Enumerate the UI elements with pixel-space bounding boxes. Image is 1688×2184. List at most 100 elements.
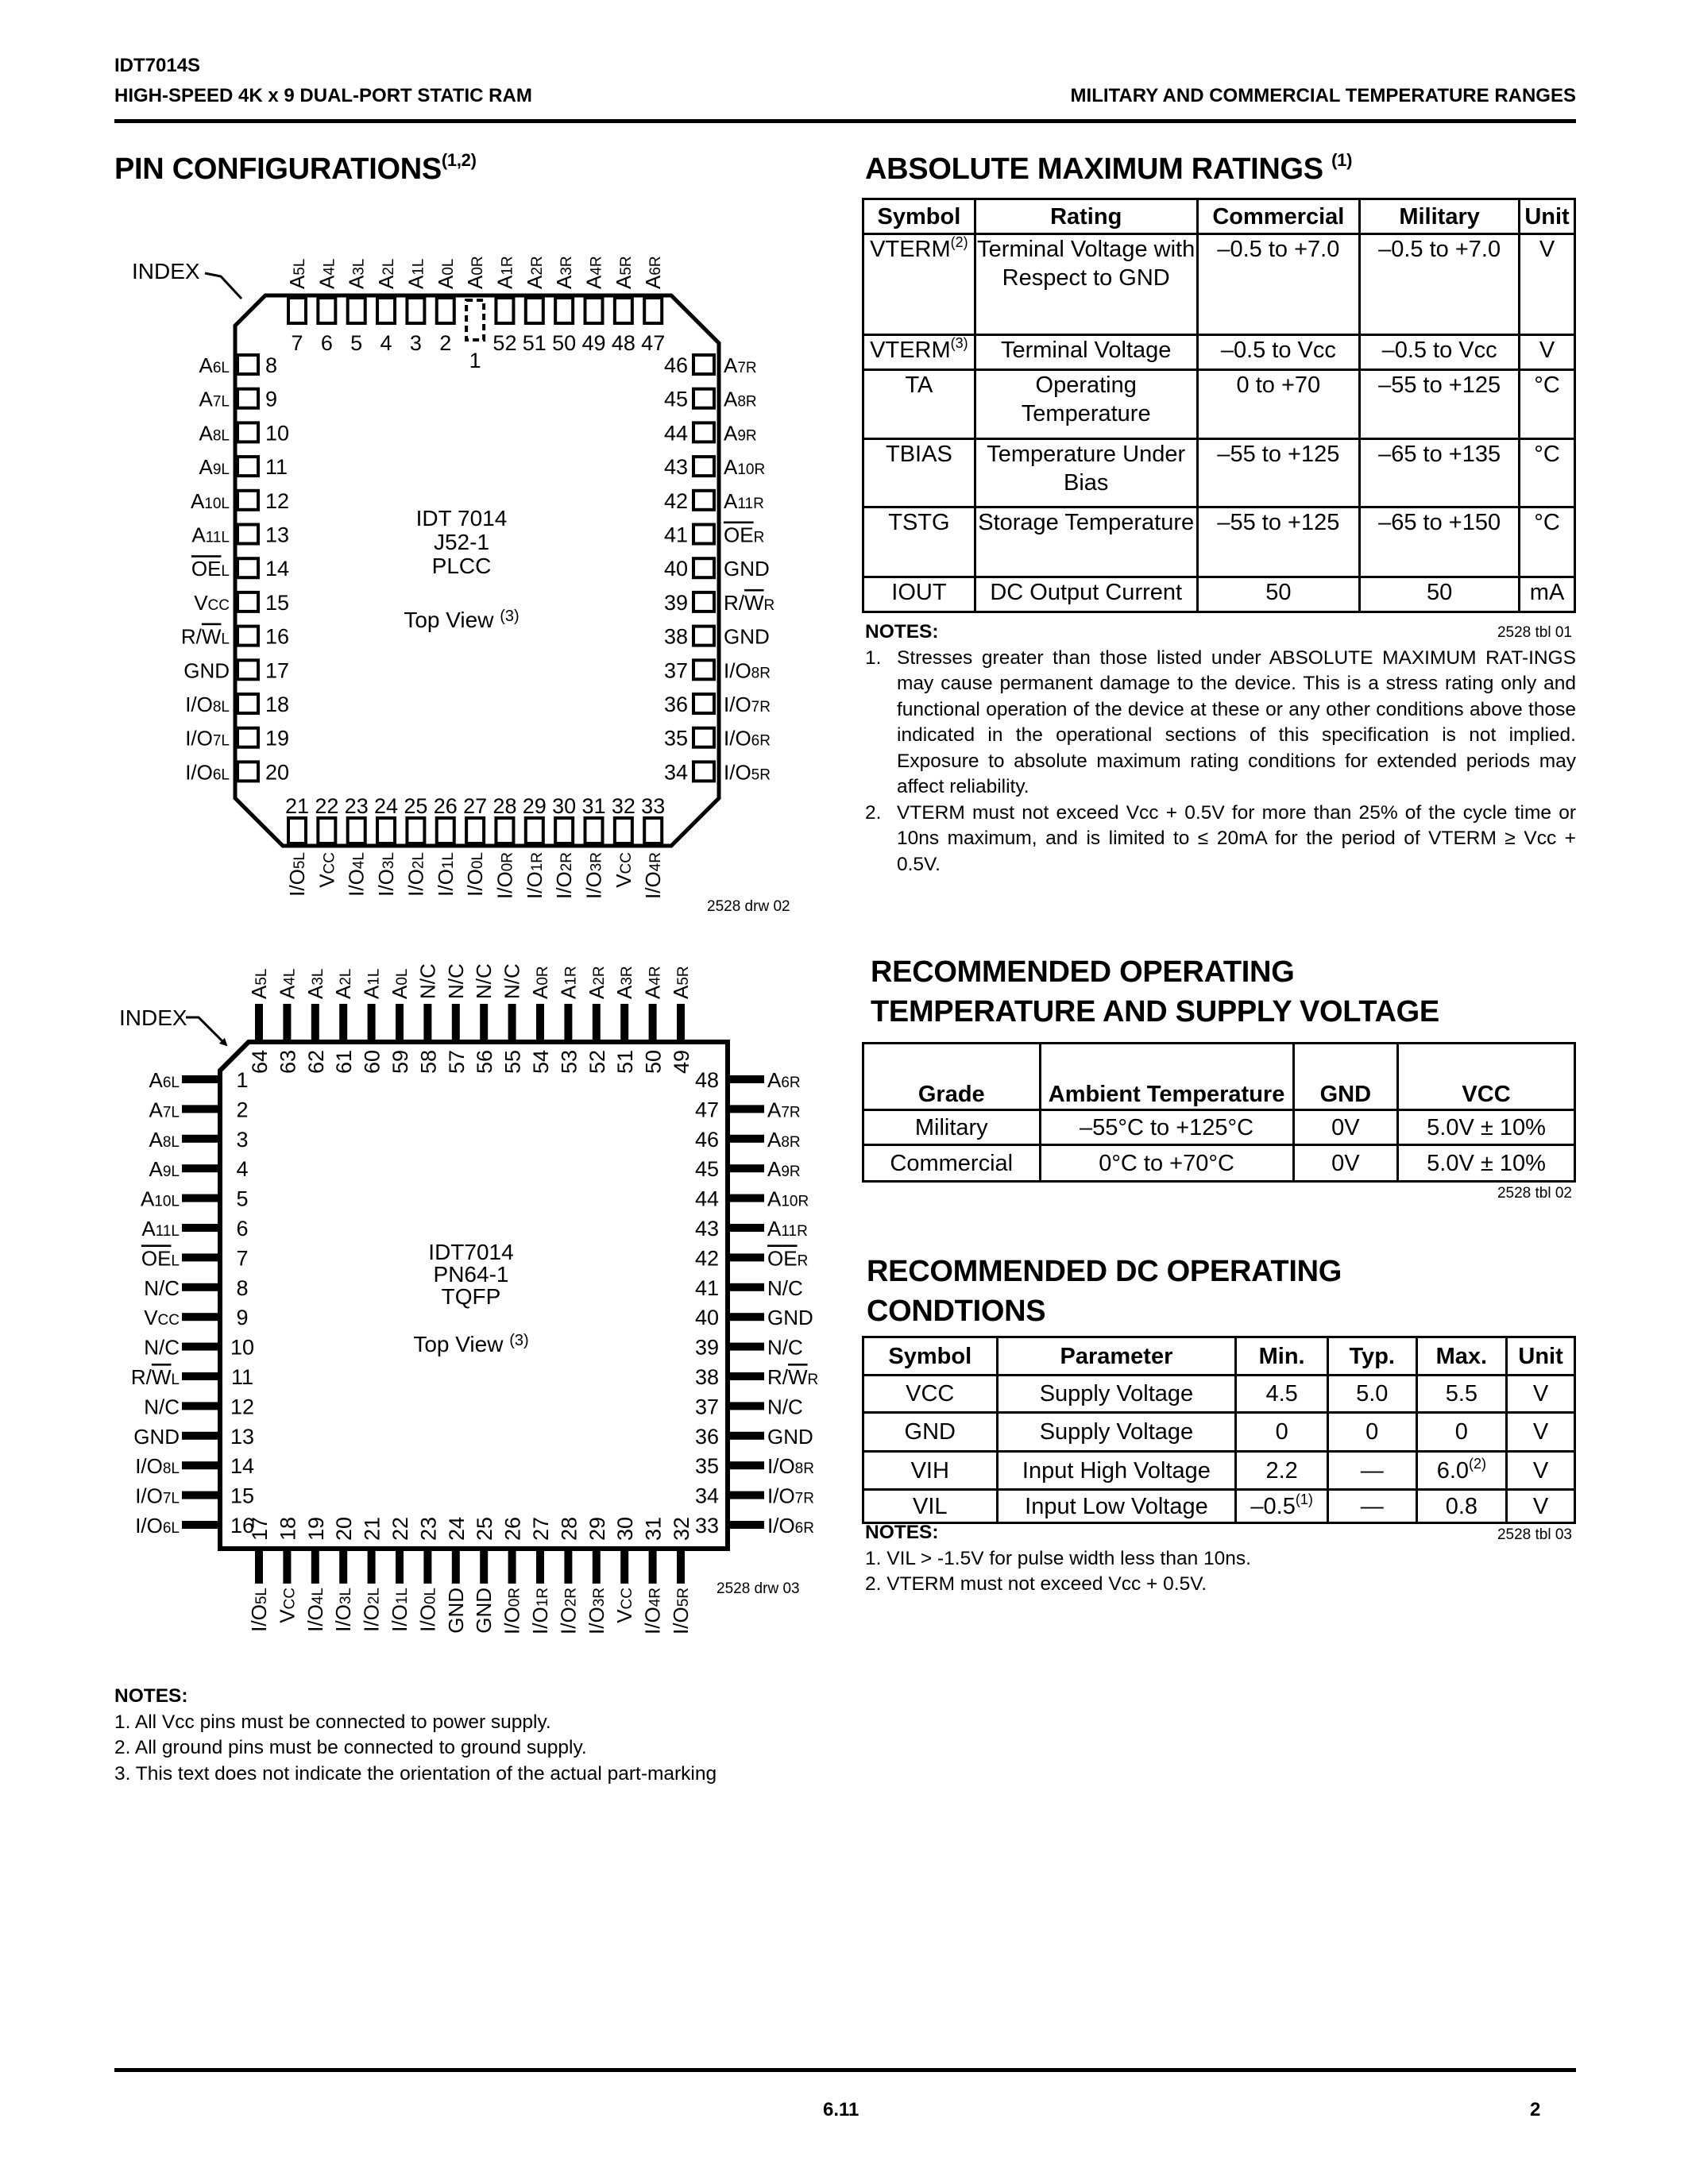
drawing-id: 2528 drw 03	[717, 1580, 800, 1597]
pin-label: I/O8L	[185, 693, 230, 716]
pin-label: A8R	[724, 388, 757, 411]
table-cell: V	[1518, 334, 1576, 371]
pin-label: GND	[444, 1588, 468, 1634]
column-header: Symbol	[862, 1336, 999, 1376]
pin-pad	[692, 455, 716, 478]
table-cell: VIH	[862, 1450, 999, 1491]
pin-lead	[620, 1549, 629, 1584]
pin-label: I/O3R	[585, 1588, 608, 1634]
pin-label: I/O4L	[345, 852, 369, 897]
pin-config-title-ref: (1,2)	[441, 150, 477, 170]
pin-label: I/O7R	[724, 693, 771, 716]
pin-label: A1L	[360, 969, 384, 999]
pin-label: I/O2R	[552, 852, 576, 899]
pin-number: 27	[529, 1517, 553, 1541]
table-cell: 0V	[1292, 1144, 1400, 1183]
pin-number: 22	[388, 1517, 412, 1541]
pin-pad	[405, 816, 427, 845]
pin-number: 37	[664, 658, 688, 682]
pin-label: OEL	[191, 557, 230, 581]
pin-number: 9	[265, 388, 277, 411]
pin-number: 11	[265, 455, 288, 479]
pin-lead	[283, 1549, 292, 1584]
table-cell: °C	[1518, 438, 1576, 508]
pin-label: A5L	[247, 969, 271, 999]
table-cell: VCC	[862, 1374, 999, 1414]
pin-label: I/O4R	[641, 852, 665, 899]
abs-max-table: Symbol Rating Commercial Military Unit VTERM(…	[862, 198, 1576, 613]
pin-label: A5R	[612, 256, 635, 289]
pin-number: 16	[265, 625, 289, 649]
pin-label: A11L	[191, 523, 230, 547]
pin-label: I/O0L	[415, 1588, 439, 1632]
pin-number: 31	[642, 1517, 666, 1541]
pin-lead	[182, 1372, 220, 1380]
rec-dc-table: Symbol Parameter Min. Typ. Max. Unit VCC Supply…	[862, 1336, 1576, 1524]
pin-label: VCC	[612, 852, 635, 888]
pin-config-title: PIN CONFIGURATIONS(1,2)	[114, 149, 477, 189]
pin-lead	[182, 1164, 220, 1173]
pin-pad	[692, 693, 716, 715]
pin-number: 39	[664, 591, 688, 615]
pin-label: A10R	[767, 1187, 809, 1211]
pin-label: A6L	[199, 353, 230, 377]
pin-lead	[728, 1431, 764, 1440]
pin-number: 6	[321, 331, 333, 355]
pin-label: I/O4R	[641, 1588, 665, 1634]
pin-lead	[728, 1372, 764, 1380]
pin-number: 12	[230, 1395, 254, 1418]
pin-lead	[423, 1549, 432, 1584]
pin-number: 23	[416, 1517, 440, 1541]
pin-number: 24	[445, 1517, 469, 1541]
pin-pad	[435, 816, 456, 845]
table-row: TBIAS Temperature Under Bias –55 to +125 –6…	[862, 438, 1576, 508]
pin-lead	[283, 1004, 292, 1042]
pin-pad	[236, 387, 260, 410]
pin-lead	[182, 1194, 220, 1202]
pin-lead	[451, 1004, 460, 1042]
table-cell: 50	[1196, 576, 1362, 613]
table-cell: Temperature Under Bias	[973, 438, 1199, 508]
pin-number: 48	[612, 331, 635, 355]
dc-note-2: 2. VTERM must not exceed Vcc + 0.5V.	[865, 1573, 1207, 1595]
pin-label: I/O1L	[434, 852, 458, 897]
pin-number: 38	[695, 1365, 719, 1389]
pin-lead	[182, 1491, 220, 1499]
pin-pad	[692, 488, 716, 511]
table-cell: 5.0	[1326, 1374, 1418, 1414]
pin-number: 2	[439, 331, 451, 355]
pin-label: I/O1R	[528, 1588, 552, 1634]
dc-notes-heading: NOTES:	[865, 1522, 939, 1543]
pin-number: 4	[236, 1157, 248, 1181]
pin-label: I/O5R	[724, 760, 771, 784]
pin-pad	[494, 296, 516, 325]
pin-number: 32	[670, 1517, 693, 1541]
pin-number: 45	[695, 1157, 719, 1181]
pin-label: A0L	[388, 969, 411, 999]
table-cell: V	[1505, 1411, 1576, 1453]
pin-lead	[396, 1549, 404, 1584]
pin-label: I/O4L	[303, 1588, 327, 1632]
plcc-diagram: 7 A5L 6 A4L 5 A3L 4 A2L 3 A1L 2 A0L 1 A0R 52 A1R 51 A2R 50…	[132, 256, 790, 915]
pin-number: 34	[695, 1484, 719, 1508]
package-name: TQFP	[442, 1284, 501, 1309]
pin-lead	[728, 1075, 764, 1083]
pin-number: 40	[695, 1306, 719, 1329]
pin-number: 35	[695, 1454, 719, 1478]
pin-label: I/O1R	[523, 852, 547, 899]
pin-pad	[583, 816, 605, 845]
pin-label: GND	[724, 557, 770, 581]
rec-dc-table-id: 2528 tbl 03	[1497, 1526, 1572, 1543]
pin-number: 8	[265, 353, 277, 377]
pin-pad	[236, 760, 260, 783]
pin-lead	[536, 1549, 544, 1584]
pin-label: VCC	[612, 1588, 636, 1623]
pin-label: A11L	[141, 1217, 180, 1241]
pin-number: 18	[276, 1517, 299, 1541]
pin-pad	[692, 557, 716, 580]
pin-label: I/O6R	[767, 1514, 814, 1538]
product-name: HIGH-SPEED 4K x 9 DUAL-PORT STATIC RAM	[114, 85, 532, 106]
pin-number: 42	[695, 1246, 719, 1270]
pin-label: A6R	[767, 1068, 801, 1092]
rec-dc-title: RECOMMENDED DC OPERATING CONDTIONS	[867, 1252, 1342, 1331]
